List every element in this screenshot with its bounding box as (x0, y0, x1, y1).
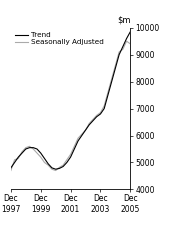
Legend: Trend, Seasonally Adjusted: Trend, Seasonally Adjusted (14, 31, 105, 46)
Text: $m: $m (117, 15, 130, 24)
